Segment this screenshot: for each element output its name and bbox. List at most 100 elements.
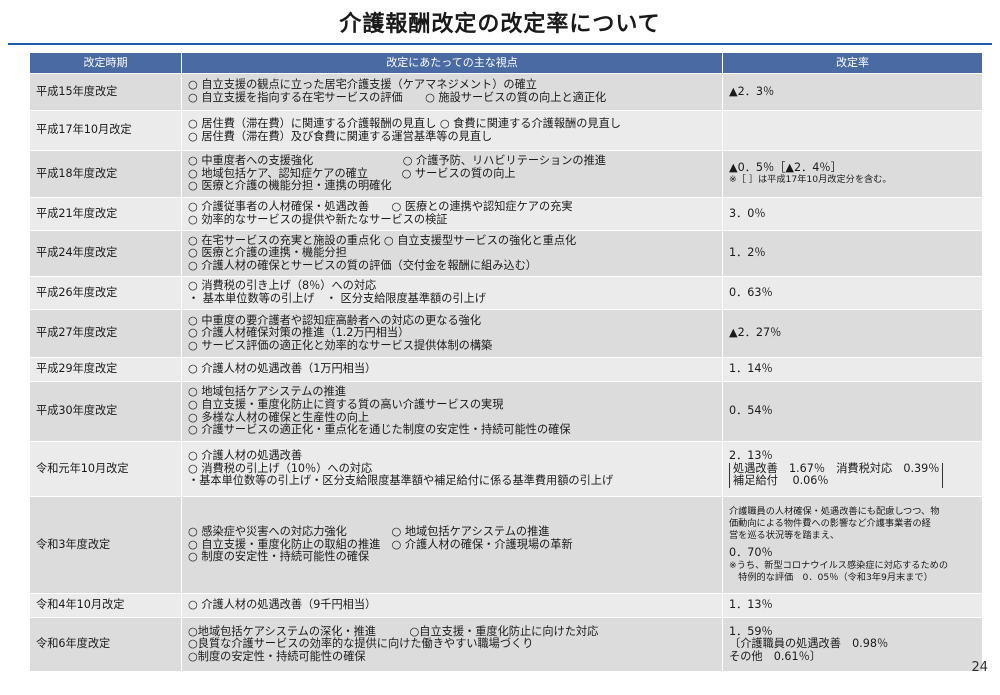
title-underline [8, 43, 992, 45]
point-line: ○ 中重度の要介護者や認知症高齢者への対応の更なる強化 [188, 313, 482, 327]
table-row: 令和3年度改定 ○ 感染症や災害への対応力強化 ○ 地域包括ケアシステムの推進 … [29, 496, 983, 594]
rate-breakdown-line: 処遇改善 1.67％ 消費税対応 0.39％ [733, 461, 940, 475]
rate-note: 介護職員の人材確保・処遇改善にも配慮しつつ、物 [729, 506, 940, 518]
rate-cell: 0．63％ [722, 276, 983, 310]
points-cell: ○ 介護人材の処遇改善 ○ 消費税の引上げ（10％）への対応 ・基本単位数等の引… [181, 441, 723, 497]
point-line: ○ 消費税の引き上げ（8％）への対応 [188, 279, 377, 293]
rate-breakdown-line: 〔介護職員の処遇改善 0.98％ [729, 637, 889, 651]
header-points: 改定にあたっての主な視点 [181, 52, 723, 74]
points-cell: ○ 感染症や災害への対応力強化 ○ 地域包括ケアシステムの推進 ○ 自立支援・重… [181, 496, 723, 594]
point-line: ○ 自立支援を指向する在宅サービスの評価 ○ 施設サービスの質の向上と適正化 [188, 91, 607, 104]
period-cell: 平成26年度改定 [29, 276, 182, 310]
rate-value: 3．0％ [729, 206, 766, 220]
rate-value: 0．63％ [729, 285, 773, 299]
period-cell: 平成29年度改定 [29, 357, 182, 382]
point-line: ・基本単位数等の引上げ・区分支給限度基準額や補足給付に係る基準費用額の引上げ [188, 474, 614, 488]
point-line: ○ 効率的なサービスの提供や新たなサービスの検証 [188, 213, 448, 226]
points-cell: ○ 中重度の要介護者や認知症高齢者への対応の更なる強化 ○ 介護人材確保対策の推… [181, 309, 723, 358]
table-row: 平成21年度改定 ○ 介護従事者の人材確保・処遇改善 ○ 医療との連携や認知症ケ… [29, 197, 983, 231]
rate-value: ▲2．27％ [729, 326, 782, 340]
period-cell: 平成27年度改定 [29, 309, 182, 358]
period-cell: 令和3年度改定 [29, 496, 182, 594]
points-cell: ○ 介護人材の処遇改善（1万円相当） [181, 357, 723, 382]
rate-note: 特例的な評価 0．05％（令和3年9月末まで） [729, 571, 933, 583]
rate-cell: 介護職員の人材確保・処遇改善にも配慮しつつ、物 価動向による物件費への影響など介… [722, 496, 983, 594]
rate-cell: 3．0％ [722, 197, 983, 231]
rate-breakdown-line: 補足給付 0.06％ [733, 474, 829, 488]
points-cell: ○地域包括ケアシステムの深化・推進 ○自立支援・重度化防止に向けた対応 ○良質な… [181, 617, 723, 672]
points-cell: ○ 介護従事者の人材確保・処遇改善 ○ 医療との連携や認知症ケアの充実 ○ 効率… [181, 197, 723, 231]
period-cell: 平成21年度改定 [29, 197, 182, 231]
rate-note: ※うち、新型コロナウイルス感染症に対応するための [729, 559, 949, 571]
table-row: 平成30年度改定 ○ 地域包括ケアシステムの推進 ○ 自立支援・重度化防止に資す… [29, 381, 983, 442]
header-rate: 改定率 [722, 52, 983, 74]
point-line: ○ 地域包括ケアシステムの推進 [188, 385, 346, 399]
table-row: 平成15年度改定 ○ 自立支援の観点に立った居宅介護支援（ケアマネジメント）の確… [29, 73, 983, 111]
point-line: ○ 介護人材確保対策の推進（1.2万円相当） [188, 326, 410, 340]
period-cell: 平成17年10月改定 [29, 110, 182, 151]
period-cell: 平成30年度改定 [29, 381, 182, 442]
rate-cell: 2．13％ 処遇改善 1.67％ 消費税対応 0.39％ 補足給付 0.06％ [722, 441, 983, 497]
point-line: ○ 介護人材の処遇改善 [188, 449, 303, 463]
rate-cell: 1．13％ [722, 593, 983, 618]
rate-breakdown-line: その他 0.61％〕 [729, 649, 822, 663]
rate-breakdown: 処遇改善 1.67％ 消費税対応 0.39％ 補足給付 0.06％ [729, 461, 944, 488]
point-line: ○ 中重度者への支援強化 ○ 介護予防、リハビリテーションの推進 [188, 154, 606, 168]
points-cell: ○ 中重度者への支援強化 ○ 介護予防、リハビリテーションの推進 ○ 地域包括ケ… [181, 150, 723, 198]
point-line: ○ 医療と介護の連携・機能分担 [188, 246, 347, 260]
page-number: 24 [971, 660, 988, 675]
period-cell: 令和6年度改定 [29, 617, 182, 672]
point-line: ○地域包括ケアシステムの深化・推進 ○自立支援・重度化防止に向けた対応 [188, 624, 599, 638]
points-cell: ○ 居住費（滞在費）に関連する介護報酬の見直し ○ 食費に関連する介護報酬の見直… [181, 110, 723, 151]
rate-value: 0．54％ [729, 404, 773, 418]
point-line: ○ 自立支援の観点に立った居宅介護支援（ケアマネジメント）の確立 [188, 78, 537, 92]
point-line: ○ 自立支援・重度化防止に資する質の高い介護サービスの実現 [188, 397, 504, 411]
point-line: ○ サービス評価の適正化と効率的なサービス提供体制の構築 [188, 338, 493, 352]
point-line: ○ 制度の安定性・持続可能性の確保 [188, 550, 370, 564]
table-header-row: 改定時期 改定にあたっての主な視点 改定率 [29, 52, 983, 74]
rate-cell: 0．54％ [722, 381, 983, 442]
point-line: ○ 介護人材の処遇改善（1万円相当） [188, 362, 377, 376]
point-line: ○ 介護従事者の人材確保・処遇改善 ○ 医療との連携や認知症ケアの充実 [188, 200, 573, 214]
rate-value: ▲2．3％ [729, 84, 775, 98]
table-row: 平成27年度改定 ○ 中重度の要介護者や認知症高齢者への対応の更なる強化 ○ 介… [29, 309, 983, 358]
points-cell: ○ 消費税の引き上げ（8％）への対応 ・ 基本単位数等の引上げ ・ 区分支給限度… [181, 276, 723, 310]
points-cell: ○ 自立支援の観点に立った居宅介護支援（ケアマネジメント）の確立 ○ 自立支援を… [181, 73, 723, 111]
rate-cell: 1．14％ [722, 357, 983, 382]
rate-cell: ▲0．5％［▲2．4％］ ※［ ］は平成17年10月改定分を含む。 [722, 150, 983, 198]
point-line: ○ 自立支援・重度化防止の取組の推進 ○ 介護人材の確保・介護現場の革新 [188, 537, 573, 551]
table-row: 令和4年10月改定 ○ 介護人材の処遇改善（9千円相当） 1．13％ [29, 593, 983, 618]
rate-value: 1．59％ [729, 624, 773, 638]
rate-value: 1．2％ [729, 246, 766, 260]
period-cell: 令和4年10月改定 [29, 593, 182, 618]
table-row: 令和6年度改定 ○地域包括ケアシステムの深化・推進 ○自立支援・重度化防止に向け… [29, 617, 983, 672]
table-row: 平成18年度改定 ○ 中重度者への支援強化 ○ 介護予防、リハビリテーションの推… [29, 150, 983, 198]
rate-cell: ▲2．27％ [722, 309, 983, 358]
table-row: 平成17年10月改定 ○ 居住費（滞在費）に関連する介護報酬の見直し ○ 食費に… [29, 110, 983, 151]
point-line: ・ 基本単位数等の引上げ ・ 区分支給限度基準額の引上げ [188, 292, 486, 305]
rate-value: 1．14％ [729, 362, 773, 376]
points-cell: ○ 在宅サービスの充実と施設の重点化 ○ 自立支援型サービスの強化と重点化 ○ … [181, 230, 723, 277]
rate-value: 0．70％ [729, 546, 773, 560]
rate-note: 営を巡る状況等を踏まえ、 [729, 530, 840, 542]
points-cell: ○ 地域包括ケアシステムの推進 ○ 自立支援・重度化防止に資する質の高い介護サー… [181, 381, 723, 442]
point-line: ○ 介護人材の確保とサービスの質の評価（交付金を報酬に組み込む） [188, 258, 537, 272]
table-row: 平成29年度改定 ○ 介護人材の処遇改善（1万円相当） 1．14％ [29, 357, 983, 382]
point-line: ○良質な介護サービスの効率的な提供に向けた働きやすい職場づくり [188, 637, 534, 651]
point-line: ○ 介護サービスの適正化・重点化を通じた制度の安定性・持続可能性の確保 [188, 423, 571, 437]
period-cell: 令和元年10月改定 [29, 441, 182, 497]
points-cell: ○ 介護人材の処遇改善（9千円相当） [181, 593, 723, 618]
rate-note: 価動向による物件費への影響など介護事業者の経 [729, 518, 931, 530]
rate-cell: ▲2．3％ [722, 73, 983, 111]
point-line: ○ 居住費（滞在費）及び食費に関連する運営基準等の見直し [188, 129, 493, 143]
point-line: ○ 医療と介護の機能分担・連携の明確化 [188, 179, 392, 193]
point-line: ○ 地域包括ケア、認知症ケアの確立 ○ サービスの質の向上 [188, 166, 516, 180]
rate-cell [722, 110, 983, 151]
point-line: ○ 居住費（滞在費）に関連する介護報酬の見直し ○ 食費に関連する介護報酬の見直… [188, 116, 621, 130]
rate-value: 1．13％ [729, 598, 773, 612]
header-period: 改定時期 [29, 52, 182, 74]
point-line: ○ 在宅サービスの充実と施設の重点化 ○ 自立支援型サービスの強化と重点化 [188, 233, 577, 247]
period-cell: 平成24年度改定 [29, 230, 182, 277]
rate-cell: 1．2％ [722, 230, 983, 277]
